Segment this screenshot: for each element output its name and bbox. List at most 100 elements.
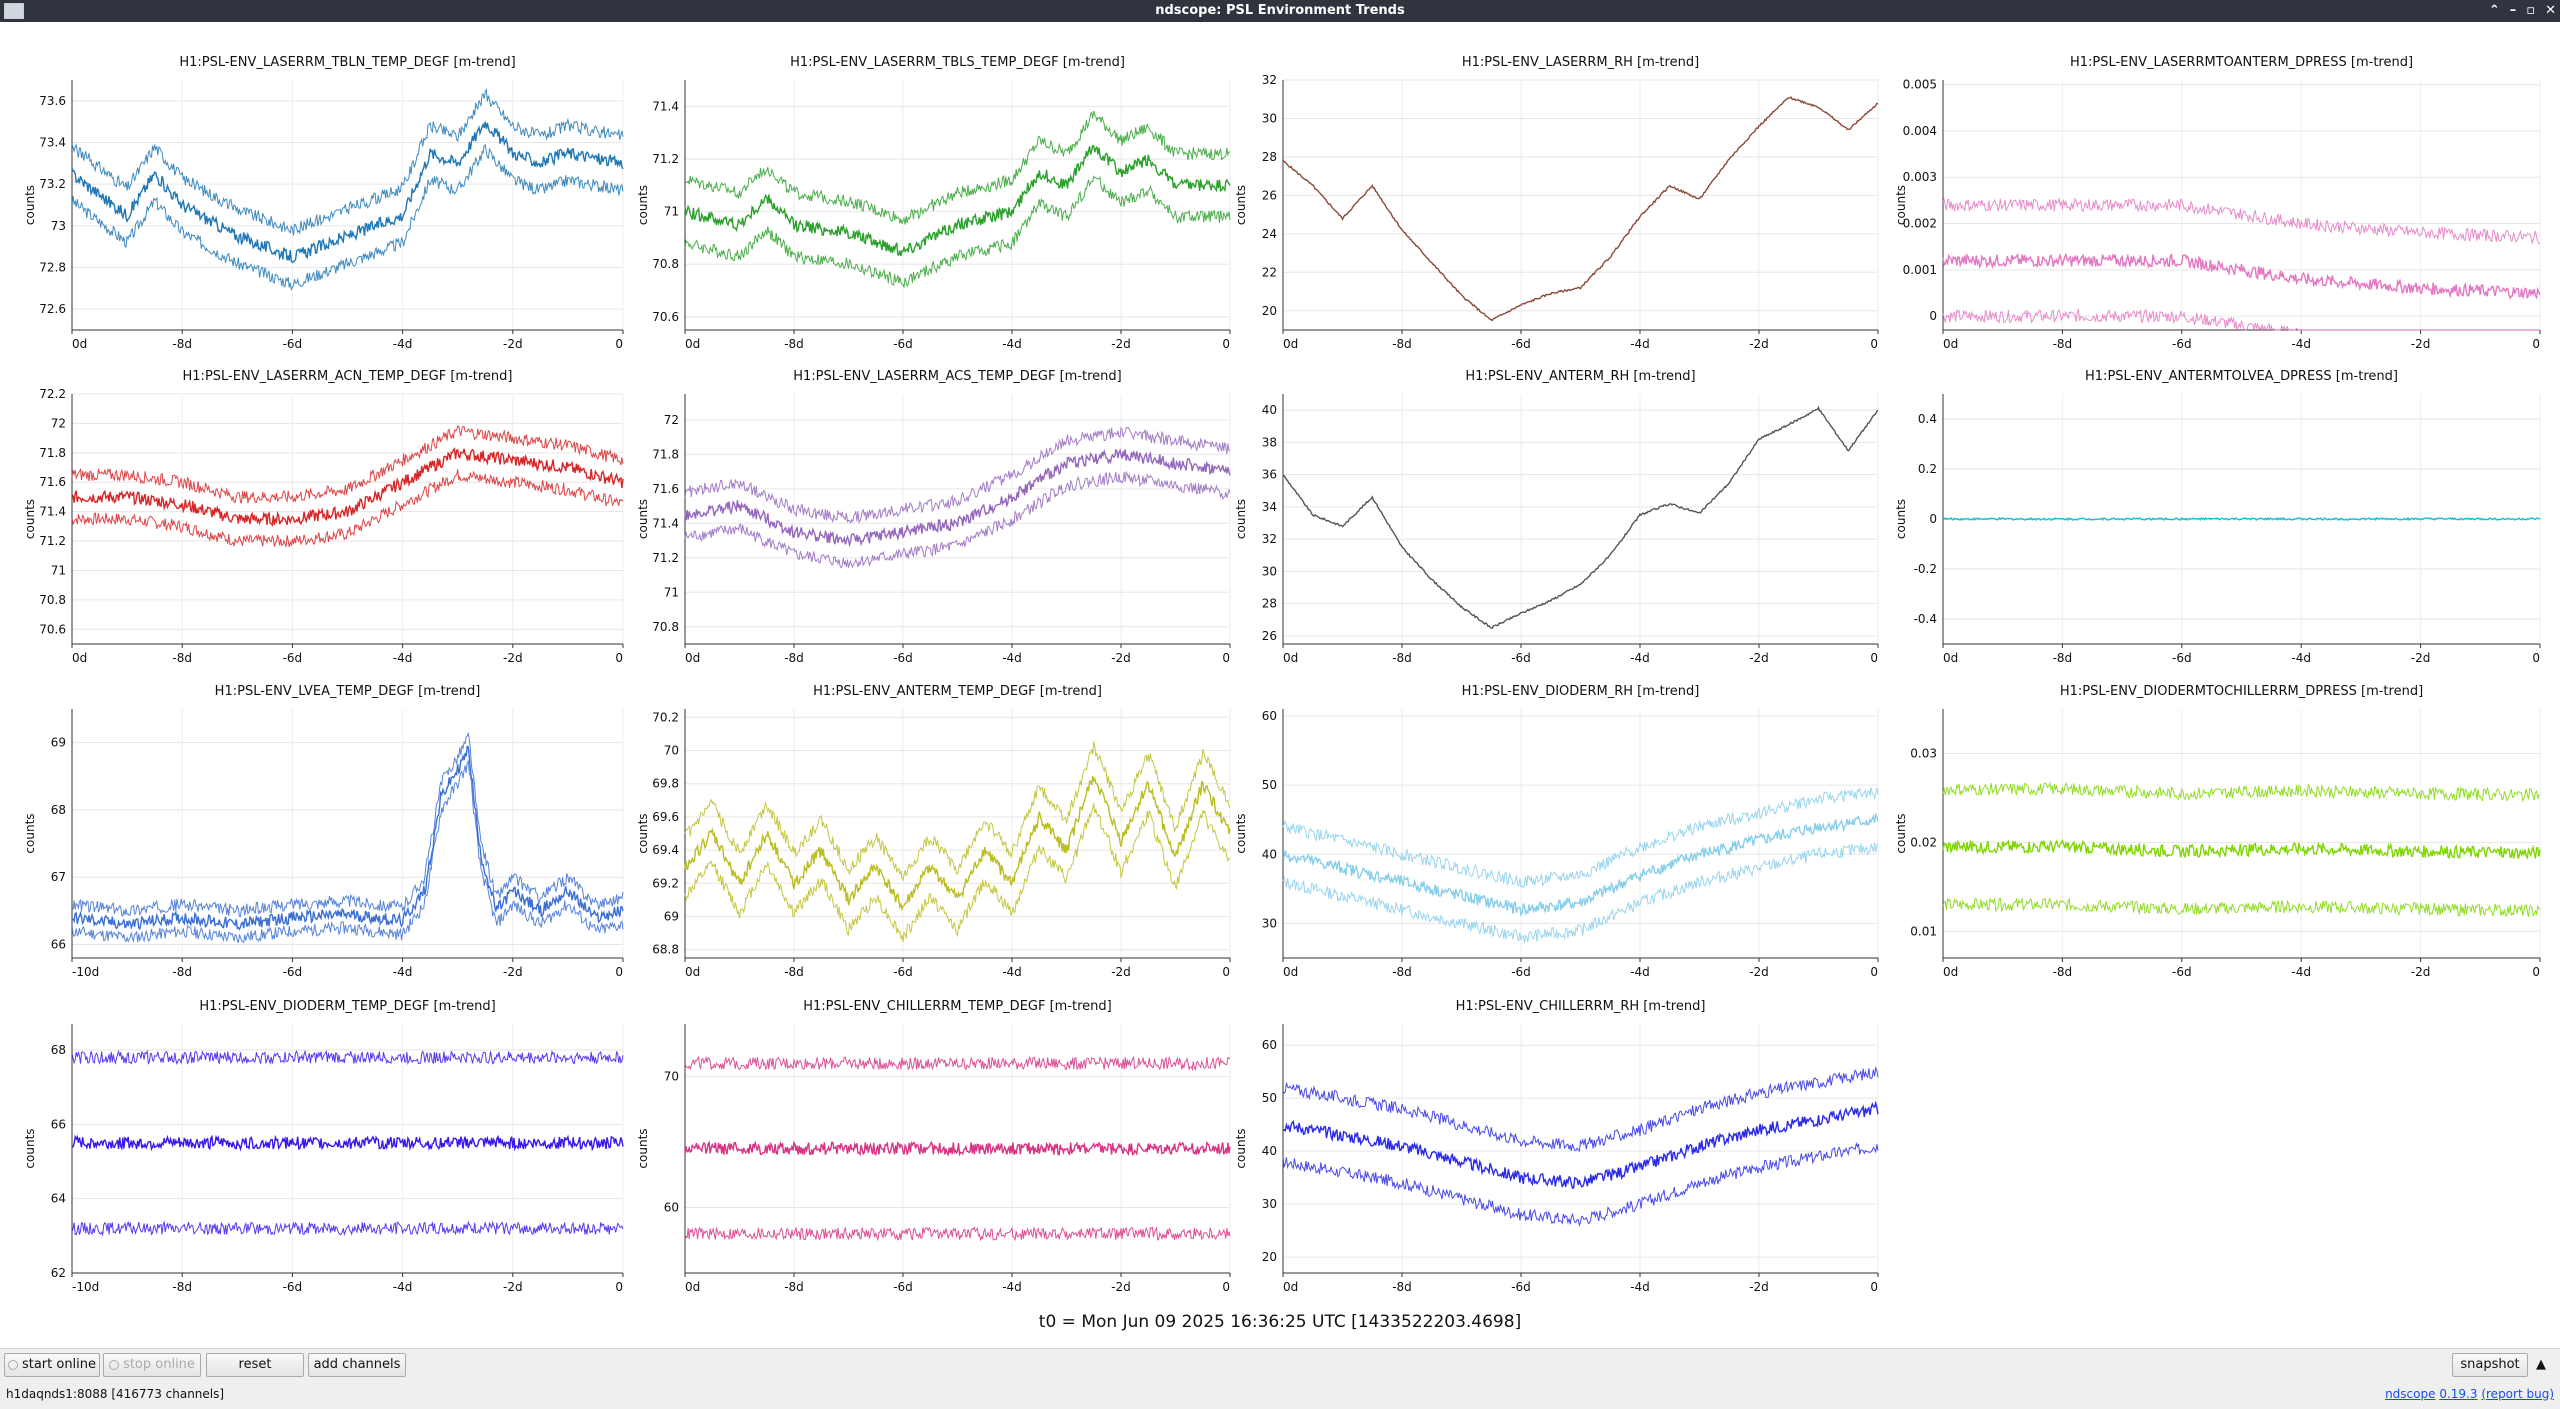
x-tick-label: 0 [1222,1280,1230,1294]
reset-button[interactable]: reset [206,1353,304,1377]
x-tick-label: -2d [1111,337,1131,351]
stop-online-label: stop online [123,1357,195,1372]
series-line [1942,516,2541,522]
plot-title: H1:PSL-ENV_LASERRM_TBLS_TEMP_DEGF [m-tre… [790,55,1125,70]
series-line [684,110,1231,226]
x-tick-label: 0 [1870,337,1878,351]
plot-panel[interactable]: H1:PSL-ENV_LASERRM_ACN_TEMP_DEGF [m-tren… [23,369,624,665]
y-axis-label: counts [23,1128,37,1168]
stop-online-icon [109,1359,120,1370]
y-tick-label: 67 [51,870,66,884]
x-tick-label: -8d [172,1280,192,1294]
y-axis-label: counts [1234,499,1248,539]
plot-panel[interactable]: H1:PSL-ENV_CHILLERRM_RH [m-trend] counts 2… [1234,999,1879,1294]
y-tick-label: 0 [1929,309,1937,323]
y-tick-label: 71.6 [652,482,679,496]
y-tick-label: 71.2 [652,152,679,166]
plot-title: H1:PSL-ENV_DIODERM_RH [m-trend] [1462,684,1700,699]
x-tick-label: -6d [1511,965,1531,979]
plot-panel[interactable]: H1:PSL-ENV_LVEA_TEMP_DEGF [m-trend] count… [23,684,624,979]
minimize-icon[interactable]: – [2509,3,2517,18]
y-tick-label: 71.2 [39,534,66,548]
maximize-icon[interactable]: ▫ [2526,3,2536,18]
version-link[interactable]: 0.19.3 [2439,1387,2478,1401]
roll-up-icon[interactable]: ⌃ [2488,3,2500,18]
x-tick-label: -4d [1002,1280,1022,1294]
y-tick-label: 72.6 [39,302,66,316]
plot-panel[interactable]: H1:PSL-ENV_LASERRM_TBLS_TEMP_DEGF [m-tre… [636,55,1231,351]
expand-arrow-icon[interactable]: ▲ [2536,1357,2546,1372]
y-tick-label: 26 [1262,629,1277,643]
y-tick-label: 60 [1262,1038,1277,1052]
ndscope-link[interactable]: ndscope [2385,1387,2436,1401]
series-line [684,802,1231,943]
plot-panel[interactable]: H1:PSL-ENV_DIODERM_RH [m-trend] counts 30 4… [1234,684,1879,979]
x-tick-label: -2d [503,965,523,979]
x-tick-label: -8d [784,651,804,665]
plot-title: H1:PSL-ENV_DIODERMTOCHILLERRM_DPRESS [m-… [2060,684,2423,699]
x-tick-label: 0d [1943,337,1958,351]
series-line [684,1140,1231,1157]
snapshot-button[interactable]: snapshot [2452,1353,2528,1377]
y-tick-label: 69.6 [652,810,679,824]
report-bug-link[interactable]: (report bug) [2481,1387,2554,1401]
series-line [1942,897,2541,918]
series-line [71,745,624,931]
y-tick-label: 71 [664,205,679,219]
close-icon[interactable]: ✕ [2545,3,2556,18]
y-tick-label: 40 [1262,403,1277,417]
plot-panel[interactable]: H1:PSL-ENV_CHILLERRM_TEMP_DEGF [m-trend]… [636,999,1231,1294]
y-tick-label: 64 [51,1192,66,1206]
plot-panel[interactable]: H1:PSL-ENV_ANTERM_RH [m-trend] counts 26 28… [1234,369,1879,665]
y-tick-label: 73.2 [39,177,66,191]
y-tick-label: 66 [51,938,66,952]
series-line [1282,1100,1879,1190]
y-tick-label: 71.4 [652,516,679,530]
x-tick-label: -4d [2291,337,2311,351]
y-axis-label: counts [23,813,37,853]
y-axis-label: counts [23,499,37,539]
add-channels-button[interactable]: add channels [308,1353,406,1377]
y-tick-label: 70.8 [39,593,66,607]
y-tick-label: 70 [664,744,679,758]
x-tick-label: 0d [1943,651,1958,665]
x-tick-label: -4d [1002,337,1022,351]
series-line [71,121,624,264]
x-tick-label: 0d [1943,965,1958,979]
plot-panel[interactable]: H1:PSL-ENV_ANTERMTOLVEA_DPRESS [m-trend]… [1894,369,2541,665]
y-tick-label: 69 [664,910,679,924]
plot-panel[interactable]: H1:PSL-ENV_LASERRM_RH [m-trend] counts 20 2… [1234,55,1879,351]
x-tick-label: 0d [72,337,87,351]
y-axis-label: counts [636,185,650,225]
y-tick-label: 69 [51,736,66,750]
y-tick-label: 0.001 [1903,263,1937,277]
stop-online-button[interactable]: stop online [103,1353,201,1377]
series-line [1942,197,2541,245]
y-tick-label: 50 [1262,778,1277,792]
plot-panel[interactable]: H1:PSL-ENV_DIODERMTOCHILLERRM_DPRESS [m-… [1894,684,2541,979]
y-axis-label: counts [1894,185,1908,225]
x-tick-label: -4d [1630,1280,1650,1294]
plot-panel[interactable]: H1:PSL-ENV_ANTERM_TEMP_DEGF [m-trend] cou… [636,684,1231,979]
plot-title: H1:PSL-ENV_CHILLERRM_RH [m-trend] [1456,999,1706,1014]
y-tick-label: 73 [51,219,66,233]
start-online-button[interactable]: start online [4,1353,100,1377]
x-tick-label: 0 [2532,965,2540,979]
x-tick-label: -4d [2291,965,2311,979]
y-axis-label: counts [636,1128,650,1168]
plot-panel[interactable]: H1:PSL-ENV_DIODERM_TEMP_DEGF [m-trend] co… [23,999,624,1294]
x-tick-label: 0d [1283,1280,1298,1294]
plot-panel[interactable]: H1:PSL-ENV_LASERRM_TBLN_TEMP_DEGF [m-tre… [23,55,624,351]
y-axis-label: counts [23,185,37,225]
x-tick-label: -2d [1749,651,1769,665]
y-tick-label: 62 [51,1266,66,1280]
y-axis-label: counts [1234,1128,1248,1168]
x-tick-label: 0d [685,1280,700,1294]
window-titlebar[interactable]: ndscope: PSL Environment Trends ⌃ – ▫ ✕ [0,0,2560,22]
y-tick-label: 69.8 [652,777,679,791]
plot-panel[interactable]: H1:PSL-ENV_LASERRM_ACS_TEMP_DEGF [m-tren… [636,369,1231,665]
plot-grid[interactable]: H1:PSL-ENV_LASERRM_TBLN_TEMP_DEGF [m-tre… [0,22,2560,1312]
y-tick-label: 38 [1262,435,1277,449]
series-line [71,1134,624,1152]
plot-panel[interactable]: H1:PSL-ENV_LASERRMTOANTERM_DPRESS [m-tre… [1894,55,2541,351]
